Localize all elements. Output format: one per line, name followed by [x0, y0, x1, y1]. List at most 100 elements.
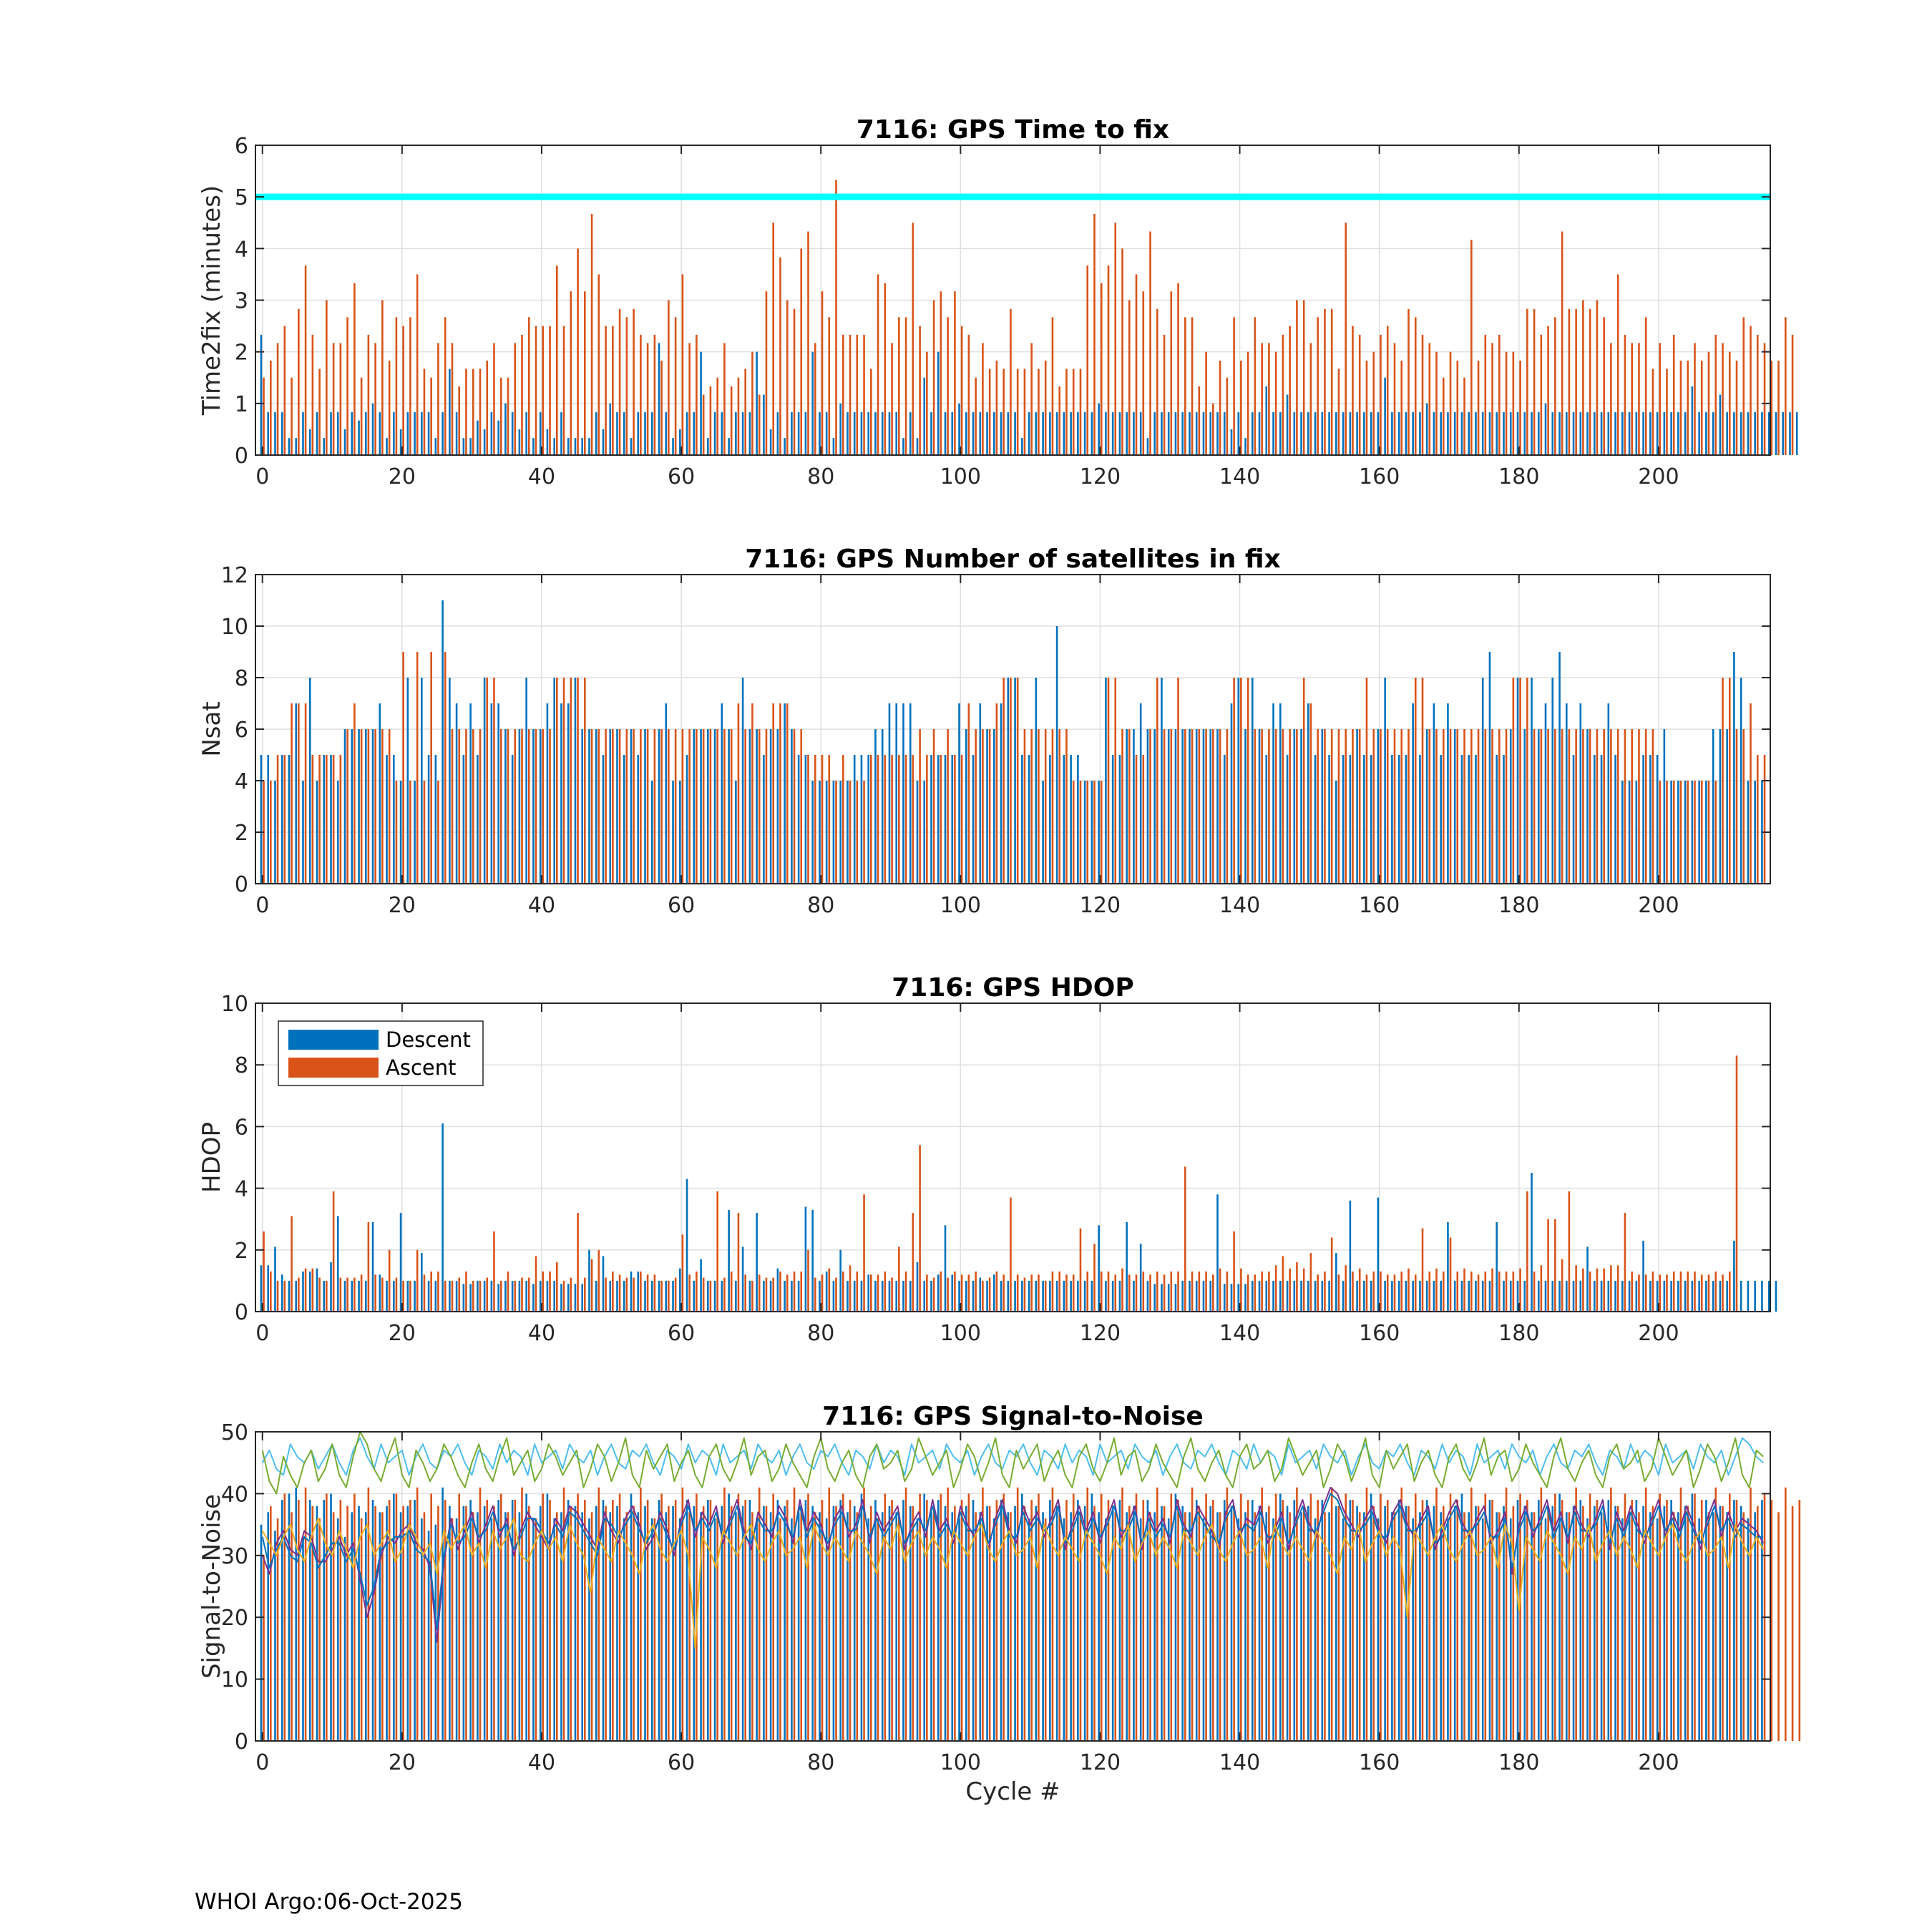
bar-descent: [1468, 412, 1470, 455]
bar-descent: [1565, 1280, 1568, 1312]
bar-ascent: [444, 1280, 447, 1312]
bar-descent: [1670, 1280, 1672, 1312]
bar-descent: [1063, 412, 1065, 455]
bar-ascent: [1568, 308, 1571, 455]
bar-descent: [1523, 412, 1526, 455]
bar-ascent: [1309, 1253, 1312, 1312]
bar-descent: [1083, 412, 1086, 455]
bar-ascent: [374, 1274, 376, 1312]
bar-descent: [1419, 755, 1421, 884]
bar-descent: [1244, 438, 1246, 455]
bar-ascent: [1763, 343, 1766, 455]
bar-ascent: [437, 781, 439, 884]
bar-ascent: [870, 369, 872, 455]
bar-descent: [1272, 412, 1274, 455]
bar-ascent: [960, 1500, 963, 1741]
bar-ascent: [1694, 1493, 1696, 1741]
bar-descent: [1412, 412, 1414, 455]
bar-descent: [1286, 1280, 1289, 1312]
bar-ascent: [751, 1280, 753, 1312]
bar-descent: [860, 1280, 863, 1312]
bar-descent: [741, 678, 744, 884]
bar-descent: [1509, 1280, 1512, 1312]
bar-descent: [741, 1506, 744, 1741]
bar-descent: [965, 1506, 967, 1741]
bar-ascent: [1652, 1506, 1654, 1741]
bar-descent: [1042, 781, 1044, 884]
bar-descent: [1649, 412, 1652, 455]
bar-descent: [1055, 626, 1058, 884]
bar-ascent: [765, 1506, 768, 1741]
bar-ascent: [1386, 1274, 1389, 1312]
bar-ascent: [1205, 1271, 1207, 1312]
bar-ascent: [318, 1518, 321, 1741]
bar-descent: [847, 412, 849, 455]
bar-ascent: [1512, 1271, 1515, 1312]
bar-descent: [1328, 1280, 1330, 1312]
bar-ascent: [416, 652, 419, 884]
bar-ascent: [1582, 1506, 1584, 1741]
bar-descent: [539, 1280, 542, 1312]
bar-ascent: [1386, 326, 1389, 455]
bar-descent: [630, 1271, 633, 1312]
bar-ascent: [751, 351, 753, 455]
bar-ascent: [1596, 1500, 1599, 1741]
bar-descent: [1307, 1280, 1309, 1312]
bar-ascent: [612, 326, 614, 455]
bar-descent: [1481, 412, 1484, 455]
bar-descent: [1314, 412, 1317, 455]
bar-descent: [1070, 1512, 1072, 1741]
snr-line-2: [261, 1493, 1764, 1631]
bar-ascent: [395, 781, 398, 884]
bar-descent: [1105, 1518, 1107, 1741]
bar-ascent: [1282, 334, 1284, 455]
bar-descent: [713, 1280, 716, 1312]
bar-descent: [1705, 1500, 1707, 1741]
bar-descent: [406, 1280, 409, 1312]
bar-ascent: [311, 1506, 314, 1741]
bar-descent: [1496, 755, 1498, 884]
bar-descent: [1412, 1518, 1414, 1741]
bar-descent: [1384, 377, 1386, 455]
bar-ascent: [577, 248, 579, 455]
bar-descent: [532, 438, 535, 455]
bar-descent: [1537, 412, 1540, 455]
bar-ascent: [1205, 1493, 1207, 1741]
bar-descent: [888, 1280, 891, 1312]
bar-descent: [1503, 412, 1505, 455]
x-tick-label: 120: [1080, 1321, 1121, 1346]
bar-descent: [1000, 1280, 1002, 1312]
x-tick-label: 100: [940, 464, 981, 489]
bar-ascent: [904, 755, 907, 884]
bar-descent: [393, 1493, 395, 1741]
bar-ascent: [1568, 1512, 1571, 1741]
bar-descent: [462, 438, 465, 455]
bar-ascent: [772, 703, 775, 884]
bar-descent: [700, 1259, 702, 1312]
bar-descent: [1370, 412, 1372, 455]
bar-ascent: [1603, 317, 1605, 455]
x-tick-label: 200: [1638, 1750, 1679, 1775]
bar-descent: [769, 1512, 772, 1741]
bar-descent: [847, 1512, 849, 1741]
bar-ascent: [625, 317, 628, 455]
bar-descent: [497, 1284, 499, 1312]
x-tick-label: 140: [1219, 1750, 1260, 1775]
bar-descent: [916, 1262, 919, 1312]
bar-descent: [797, 1280, 800, 1312]
bar-ascent: [646, 1500, 649, 1741]
bar-ascent: [975, 377, 977, 455]
bar-ascent: [1114, 1512, 1117, 1741]
bar-ascent: [1268, 1506, 1270, 1741]
bar-descent: [1153, 412, 1156, 455]
bar-descent: [1293, 1280, 1296, 1312]
bar-ascent: [507, 1512, 509, 1741]
bar-ascent: [1742, 317, 1745, 455]
bar-descent: [1747, 1518, 1750, 1741]
bar-descent: [1161, 678, 1163, 884]
bar-ascent: [1372, 1271, 1375, 1312]
bar-ascent: [877, 1518, 879, 1741]
bar-ascent: [723, 729, 726, 884]
bar-descent: [595, 412, 597, 455]
bar-ascent: [1261, 729, 1263, 884]
